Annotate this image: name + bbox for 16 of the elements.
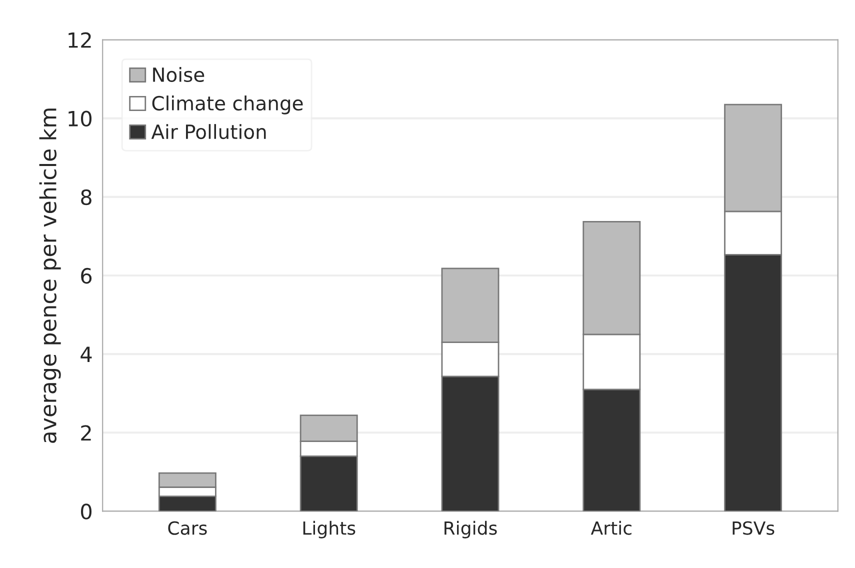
y-tick-label: 10 — [68, 110, 92, 127]
y-tick-label: 4 — [80, 346, 92, 362]
x-tick-label: Artic — [590, 520, 632, 535]
legend-label: Climate change — [152, 96, 303, 114]
legend-label: Air Pollution — [151, 124, 266, 140]
x-tick-label: Rigids — [444, 520, 497, 538]
x-tick-label: Lights — [303, 520, 356, 538]
legend-label: Noise — [153, 66, 204, 82]
y-tick-label: 6 — [81, 268, 92, 284]
x-tick-label: PSVs — [732, 521, 774, 535]
y-tick-label: 2 — [81, 425, 91, 441]
y-tick-label: 8 — [81, 189, 92, 206]
x-tick-label: Cars — [168, 521, 207, 535]
y-axis-title: average pence per vehicle km — [39, 108, 61, 443]
y-tick-label: 12 — [68, 32, 91, 48]
y-tick-label: 0 — [80, 504, 92, 520]
